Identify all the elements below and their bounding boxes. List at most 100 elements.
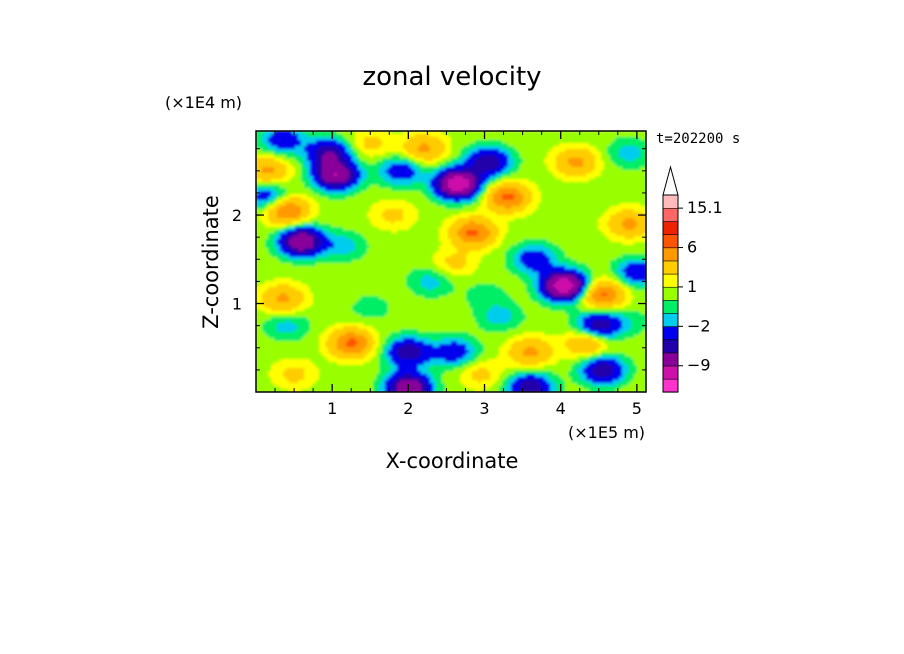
field-cell <box>499 209 503 213</box>
field-cell <box>388 206 392 210</box>
field-cell <box>634 218 638 222</box>
field-cell <box>466 167 470 171</box>
field-cell <box>493 227 497 231</box>
field-cell <box>601 233 605 237</box>
field-cell <box>379 137 383 141</box>
field-cell <box>490 149 494 153</box>
field-cell <box>289 209 293 213</box>
field-cell <box>526 197 530 201</box>
field-cell <box>616 188 620 192</box>
field-cell <box>475 161 479 165</box>
field-cell <box>568 218 572 222</box>
field-cell <box>265 221 269 225</box>
field-cell <box>436 206 440 210</box>
field-cell <box>487 176 491 180</box>
field-cell <box>298 236 302 240</box>
field-cell <box>352 230 356 234</box>
field-cell <box>286 131 290 135</box>
field-cell <box>412 194 416 198</box>
field-cell <box>322 236 326 240</box>
field-cell <box>472 194 476 198</box>
field-cell <box>568 185 572 189</box>
field-cell <box>508 140 512 144</box>
field-cell <box>526 188 530 192</box>
field-cell <box>265 215 269 219</box>
field-cell <box>394 203 398 207</box>
field-cell <box>484 164 488 168</box>
field-cell <box>313 158 317 162</box>
field-cell <box>496 197 500 201</box>
field-cell <box>400 185 404 189</box>
field-cell <box>526 161 530 165</box>
field-cell <box>406 224 410 228</box>
field-cell <box>526 149 530 153</box>
field-cell <box>580 143 584 147</box>
field-cell <box>298 224 302 228</box>
field-cell <box>514 233 518 237</box>
field-cell <box>322 188 326 192</box>
field-cell <box>637 230 641 234</box>
field-cell <box>283 131 287 135</box>
field-cell <box>523 230 527 234</box>
field-cell <box>559 233 563 237</box>
field-cell <box>421 179 425 183</box>
field-cell <box>337 221 341 225</box>
field-cell <box>325 179 329 183</box>
field-cell <box>412 209 416 213</box>
field-cell <box>601 158 605 162</box>
field-cell <box>373 242 377 246</box>
field-cell <box>424 143 428 147</box>
field-cell <box>376 224 380 228</box>
field-cell <box>532 164 536 168</box>
field-cell <box>547 149 551 153</box>
field-cell <box>451 209 455 213</box>
field-cell <box>532 173 536 177</box>
field-cell <box>589 173 593 177</box>
field-cell <box>514 164 518 168</box>
field-cell <box>616 191 620 195</box>
field-cell <box>580 233 584 237</box>
field-cell <box>463 173 467 177</box>
field-cell <box>361 173 365 177</box>
field-cell <box>454 209 458 213</box>
field-cell <box>550 182 554 186</box>
field-cell <box>586 221 590 225</box>
field-cell <box>400 206 404 210</box>
field-cell <box>601 131 605 135</box>
field-cell <box>601 134 605 138</box>
field-cell <box>265 137 269 141</box>
field-cell <box>310 140 314 144</box>
field-cell <box>469 233 473 237</box>
field-cell <box>304 224 308 228</box>
field-cell <box>568 176 572 180</box>
field-cell <box>256 176 260 180</box>
field-cell <box>457 200 461 204</box>
field-cell <box>304 170 308 174</box>
field-cell <box>481 146 485 150</box>
field-cell <box>478 227 482 231</box>
field-cell <box>442 137 446 141</box>
field-cell <box>619 131 623 135</box>
field-cell <box>490 230 494 234</box>
field-cell <box>397 173 401 177</box>
field-cell <box>493 206 497 210</box>
field-cell <box>592 188 596 192</box>
field-cell <box>583 185 587 189</box>
field-cell <box>430 152 434 156</box>
field-cell <box>511 197 515 201</box>
field-cell <box>622 233 626 237</box>
field-cell <box>391 197 395 201</box>
field-cell <box>259 173 263 177</box>
field-cell <box>592 203 596 207</box>
field-cell <box>412 158 416 162</box>
field-cell <box>421 230 425 234</box>
field-cell <box>298 161 302 165</box>
field-cell <box>415 149 419 153</box>
field-cell <box>283 200 287 204</box>
field-cell <box>307 224 311 228</box>
field-cell <box>574 197 578 201</box>
field-cell <box>310 200 314 204</box>
field-cell <box>508 167 512 171</box>
field-cell <box>331 191 335 195</box>
